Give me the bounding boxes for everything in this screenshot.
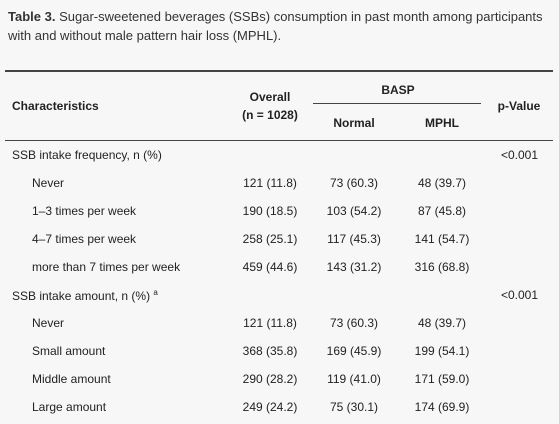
normal-cell: 119 (41.0)	[327, 372, 381, 386]
mphl-cell: 48 (39.7)	[417, 176, 467, 190]
data-row: more than 7 times per week 459 (44.6) 143 …	[5, 253, 553, 281]
table: Characteristics Overall (n = 1028) BASP …	[5, 70, 553, 421]
group-row: SSB intake amount, n (%) a <0.001	[5, 281, 553, 309]
caption-label: Table 3.	[8, 9, 56, 24]
overall-cell: 190 (18.5)	[242, 204, 298, 218]
table-body: SSB intake frequency, n (%) <0.001 Never 12…	[5, 141, 553, 421]
mphl-cell: 199 (54.1)	[414, 344, 470, 358]
normal-cell: 73 (60.3)	[329, 176, 379, 190]
normal-cell: 143 (31.2)	[326, 260, 382, 274]
mphl-cell: 48 (39.7)	[417, 316, 467, 330]
header-mphl: MPHL	[425, 116, 459, 130]
header-normal: Normal	[333, 116, 375, 130]
data-row: Middle amount 290 (28.2) 119 (41.0) 171 (59…	[5, 365, 553, 393]
group-label: SSB intake amount, n (%)	[12, 288, 151, 303]
mphl-cell: 316 (68.8)	[414, 260, 470, 274]
mphl-cell: 171 (59.0)	[414, 372, 470, 386]
group-label-cell: SSB intake frequency, n (%)	[5, 148, 230, 162]
overall-cell: 249 (24.2)	[242, 400, 298, 414]
header-p-value: p-Value	[497, 99, 541, 113]
data-row: 1–3 times per week 190 (18.5) 103 (54.2) 87…	[5, 197, 553, 225]
header-characteristics: Characteristics	[12, 99, 99, 113]
overall-cell: 290 (28.2)	[242, 372, 298, 386]
row-label: Large amount	[32, 400, 107, 414]
mphl-cell: 174 (69.9)	[414, 400, 470, 414]
data-row: Large amount 249 (24.2) 75 (30.1) 174 (69.9…	[5, 393, 553, 421]
group-label: SSB intake frequency, n (%)	[12, 148, 162, 162]
normal-cell: 75 (30.1)	[329, 400, 379, 414]
header-overall-n: (n = 1028)	[242, 108, 298, 122]
normal-cell: 103 (54.2)	[326, 204, 382, 218]
overall-cell: 121 (11.8)	[243, 316, 297, 330]
group-rule	[313, 103, 481, 104]
row-label: Never	[32, 316, 65, 330]
mphl-cell: 87 (45.8)	[417, 204, 467, 218]
data-row: 4–7 times per week 258 (25.1) 117 (45.3) 14…	[5, 225, 553, 253]
data-row: Small amount 368 (35.8) 169 (45.9) 199 (54.…	[5, 337, 553, 365]
overall-cell: 121 (11.8)	[243, 176, 297, 190]
row-label: more than 7 times per week	[32, 260, 181, 274]
header-overall: Overall	[249, 90, 291, 104]
overall-cell: 258 (25.1)	[242, 232, 298, 246]
normal-cell: 73 (60.3)	[329, 316, 379, 330]
caption-text: Sugar-sweetened beverages (SSBs) consump…	[8, 9, 543, 43]
header-group: BASP	[381, 83, 415, 97]
row-label: 1–3 times per week	[32, 204, 137, 218]
group-label-cell: SSB intake amount, n (%) a	[5, 288, 230, 303]
overall-cell: 459 (44.6)	[242, 260, 298, 274]
row-label: Small amount	[32, 344, 106, 358]
normal-cell: 117 (45.3)	[327, 232, 381, 246]
row-label: 4–7 times per week	[32, 232, 137, 246]
overall-cell: 368 (35.8)	[242, 344, 298, 358]
footnote-mark: a	[153, 287, 158, 297]
table-header: Characteristics Overall (n = 1028) BASP …	[5, 72, 553, 141]
p-value-cell: <0.001	[500, 148, 539, 162]
data-row: Never 121 (11.8) 73 (60.3) 48 (39.7)	[5, 169, 553, 197]
mphl-cell: 141 (54.7)	[414, 232, 470, 246]
group-row: SSB intake frequency, n (%) <0.001	[5, 141, 553, 169]
row-label: Middle amount	[32, 372, 111, 386]
data-row: Never 121 (11.8) 73 (60.3) 48 (39.7)	[5, 309, 553, 337]
row-label: Never	[32, 176, 65, 190]
caption: Table 3. Sugar-sweetened beverages (SSBs…	[8, 7, 553, 45]
normal-cell: 169 (45.9)	[326, 344, 382, 358]
p-value-cell: <0.001	[500, 288, 539, 302]
